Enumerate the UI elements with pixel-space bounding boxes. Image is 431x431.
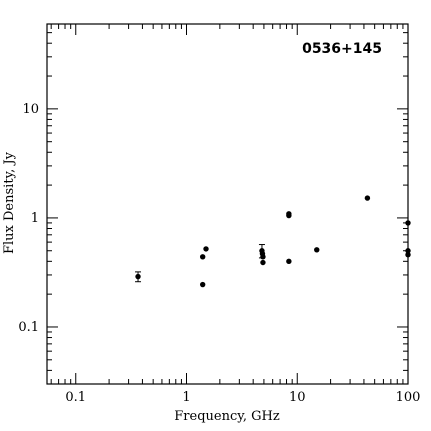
data-point bbox=[405, 251, 411, 258]
y-tick-label: 0.1 bbox=[18, 320, 39, 335]
data-point bbox=[405, 248, 411, 254]
data-point bbox=[364, 195, 371, 201]
y-axis-label: Flux Density, Jy bbox=[2, 151, 17, 254]
data-point bbox=[199, 281, 206, 288]
x-tick-label: 10 bbox=[289, 390, 306, 405]
points-layer bbox=[135, 195, 411, 288]
data-point bbox=[260, 254, 266, 260]
x-axis-label: Frequency, GHz bbox=[174, 409, 280, 424]
x-tick-label: 100 bbox=[396, 390, 421, 405]
data-point bbox=[203, 246, 209, 252]
y-tick-label: 1 bbox=[31, 211, 39, 226]
data-point bbox=[260, 259, 266, 266]
x-tick-label: 0.1 bbox=[65, 390, 86, 405]
data-point bbox=[314, 247, 320, 253]
data-point bbox=[405, 220, 411, 226]
axes-layer: 0.1 1 10 100 0.1 1 10 bbox=[18, 23, 421, 405]
data-point bbox=[199, 254, 206, 260]
chart-title: 0536+145 bbox=[302, 41, 382, 57]
data-point bbox=[286, 258, 292, 265]
plot-frame bbox=[46, 23, 409, 385]
data-point bbox=[286, 211, 292, 217]
y-tick-label: 10 bbox=[22, 102, 39, 117]
data-point bbox=[135, 273, 141, 280]
x-tick-label: 1 bbox=[182, 390, 190, 405]
